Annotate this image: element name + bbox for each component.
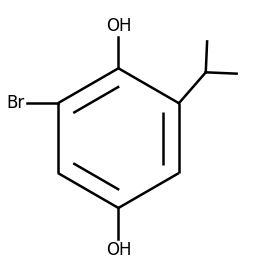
- Text: OH: OH: [106, 17, 131, 35]
- Text: Br: Br: [7, 94, 25, 112]
- Text: OH: OH: [106, 241, 131, 259]
